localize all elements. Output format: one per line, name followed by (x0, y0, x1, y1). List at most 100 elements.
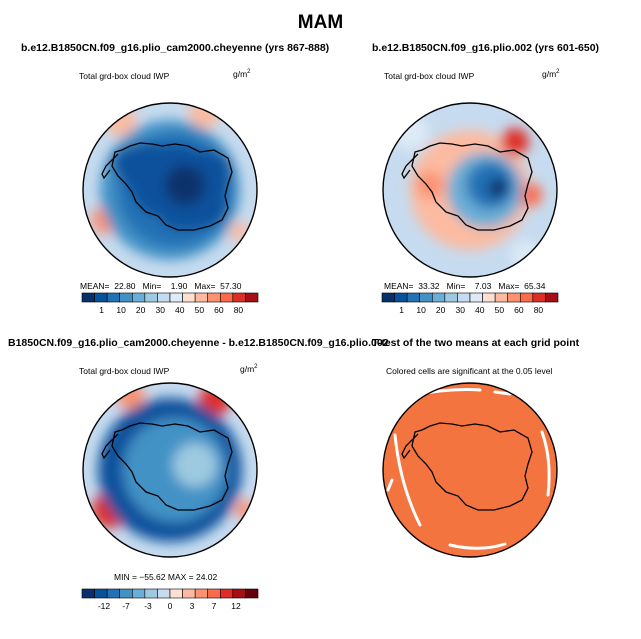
panel3-colorbar-box-5 (144, 588, 158, 599)
panel3-colorbar-box-7 (169, 588, 183, 599)
panel2-colorbar-box-4 (431, 292, 446, 303)
panel2-colorbar-box-10 (507, 292, 521, 303)
panel1-colorbar-box-11 (219, 292, 234, 303)
panel3-pos-e (235, 500, 255, 520)
panel2-colorbar-box-11 (519, 292, 534, 303)
panel1-map-border (82, 102, 258, 278)
panel2-map-border (382, 102, 558, 278)
panel3-coastline (111, 422, 233, 511)
panel2-colorbar-box-9 (494, 292, 509, 303)
panel3-colorbar-box-6 (157, 588, 171, 599)
panel3-field (92, 383, 255, 542)
panel2-high-e (518, 183, 542, 207)
panel4-significant-fill (383, 383, 557, 557)
panel3-colorbar-label-5: 7 (212, 601, 217, 611)
panel2-colorbar: 1 10 20 30 40 50 60 80 (381, 292, 559, 315)
panel1-colorbar-label-1: 10 (116, 305, 126, 315)
panel2-light-nw (392, 114, 428, 150)
panel4-insignificant-cell-0 (393, 433, 422, 527)
panel2-colorbar-label-2: 20 (436, 305, 446, 315)
panel3-colorbar-box-12 (232, 588, 246, 599)
panel4-insignificant-cell-4 (448, 542, 507, 550)
panel3-colorbar-label-3: 0 (168, 601, 173, 611)
panel3-colorbar-box-11 (219, 588, 234, 599)
panel4-insignificant-cell-2 (493, 390, 512, 396)
panel3-colorbar-box-3 (119, 588, 133, 599)
panel4-title: T-test of the two means at each grid poi… (372, 337, 580, 349)
panel1-colorbar-label-7: 80 (234, 305, 244, 315)
panel1-colorbar: 1 10 20 30 40 50 60 80 (81, 292, 259, 315)
panel1-high-se (230, 222, 250, 242)
panel2-unit: g/m2 (542, 69, 560, 79)
panel1-colorbar-box-3 (119, 292, 133, 303)
panel1-colorbar-box-12 (232, 292, 246, 303)
panel1-subtitle: Total grd-box cloud IWP (79, 71, 170, 81)
panel1-map (83, 103, 257, 277)
panel1-colorbar-box-1 (94, 292, 108, 303)
panel2-colorbar-box-8 (482, 292, 496, 303)
panel3-colorbar-label-4: 3 (190, 601, 195, 611)
panel3-colorbar-label-2: -3 (144, 601, 152, 611)
panel3-colorbar-box-10 (207, 588, 221, 599)
panel1-colorbar-box-10 (207, 292, 221, 303)
panel2-colorbar-box-5 (444, 292, 458, 303)
panel2-title: b.e12.B1850CN.f09_g16.plio.002 (yrs 601-… (372, 42, 600, 54)
panel1-colorbar-box-7 (169, 292, 183, 303)
panel2-colorbar-box-0 (381, 292, 395, 303)
panel1-colorbar-box-0 (81, 292, 95, 303)
panel2-subtitle: Total grd-box cloud IWP (384, 71, 475, 81)
panel2-colorbar-box-7 (469, 292, 483, 303)
panel1-low-core (165, 165, 205, 205)
panel2-colorbar-box-12 (532, 292, 546, 303)
panel4-insignificant-cell-3 (540, 430, 551, 497)
panel4-insignificant-cell-5 (386, 478, 394, 492)
panel1-stats: MEAN= 22.80 Min= 1.90 Max= 57.30 (80, 281, 242, 291)
panel1-peninsula (101, 153, 119, 180)
panel2-colorbar-box-13 (545, 292, 559, 303)
panel2-map (383, 103, 557, 277)
panel2-coastline (411, 142, 533, 231)
panel3-colorbar-label-0: -12 (98, 601, 111, 611)
panel3-colorbar-label-6: 12 (231, 601, 241, 611)
panel1-colorbar-label-0: 1 (99, 305, 104, 315)
panel4-insignificant-cells (386, 388, 551, 550)
main-title: MAM (297, 12, 344, 33)
panel3-colorbar-box-9 (194, 588, 209, 599)
panel3-peninsula (101, 433, 119, 460)
panel1-colorbar-box-8 (182, 292, 196, 303)
panel2-colorbar-label-4: 40 (475, 305, 485, 315)
panel2-colorbar-box-3 (419, 292, 433, 303)
panel1-coastline (111, 142, 233, 231)
panel3-map-border (82, 382, 258, 558)
panel3-colorbar-box-8 (182, 588, 196, 599)
panel3-title: B1850CN.f09_g16.plio_cam2000.cheyenne - … (8, 337, 389, 349)
panel3-subtitle: Total grd-box cloud IWP (79, 366, 170, 376)
panel1-unit: g/m2 (233, 69, 251, 79)
panel1-colorbar-box-9 (194, 292, 209, 303)
panel3-colorbar-box-1 (94, 588, 108, 599)
panel1-colorbar-box-2 (106, 292, 121, 303)
panel2-colorbar-box-1 (394, 292, 408, 303)
panel2-high-ne (501, 128, 529, 156)
panel2-colorbar-label-0: 1 (399, 305, 404, 315)
panel4-map-border (382, 382, 558, 558)
panel3-colorbar-box-13 (245, 588, 259, 599)
panel1-colorbar-box-5 (144, 292, 158, 303)
panel4-map (383, 383, 557, 557)
panel1-colorbar-box-6 (157, 292, 171, 303)
panel1-colorbar-label-5: 50 (195, 305, 205, 315)
panel2-stats: MEAN= 33.32 Min= 7.03 Max= 65.34 (384, 281, 546, 291)
panel4-coastline (411, 422, 533, 511)
panel2-colorbar-box-2 (406, 292, 421, 303)
panel1-colorbar-label-2: 20 (136, 305, 146, 315)
panel3-colorbar: -12 -7 -3 0 3 7 12 (81, 588, 259, 611)
panel2-colorbar-label-3: 30 (455, 305, 465, 315)
panel1-colorbar-box-4 (131, 292, 146, 303)
panel3-colorbar-box-0 (81, 588, 95, 599)
panel3-colorbar-box-2 (106, 588, 121, 599)
panel1-colorbar-box-13 (245, 292, 259, 303)
panel1-field (91, 103, 250, 260)
panel4-subtitle: Colored cells are significant at the 0.0… (386, 366, 553, 376)
panel3-stats: MIN = −55.62 MAX = 24.02 (114, 572, 218, 582)
